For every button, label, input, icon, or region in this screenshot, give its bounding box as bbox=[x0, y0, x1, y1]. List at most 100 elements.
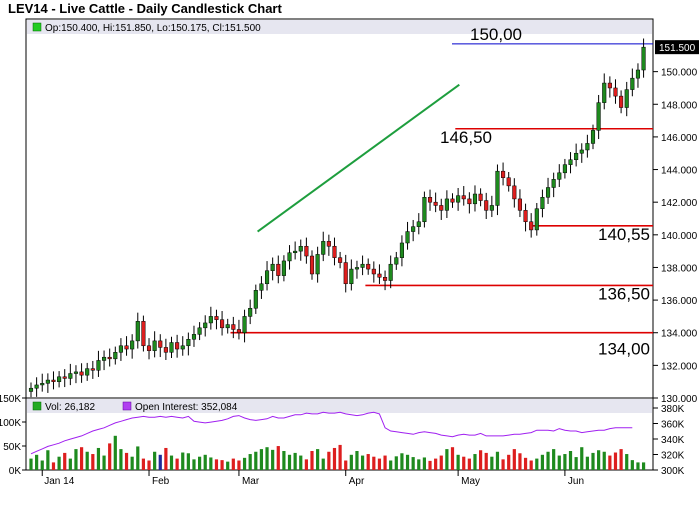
candle-body bbox=[450, 198, 455, 203]
open-interest-legend-icon bbox=[122, 401, 132, 411]
volume-bar bbox=[473, 454, 477, 470]
candle-body bbox=[343, 262, 348, 285]
candle-body bbox=[186, 339, 191, 347]
volume-bar bbox=[102, 455, 106, 470]
volume-bar bbox=[574, 457, 578, 470]
volume-bar bbox=[439, 455, 443, 470]
candle-body bbox=[461, 195, 466, 200]
date-tick-label: Jan 14 bbox=[44, 476, 74, 487]
price-tick-label: 150.000 bbox=[661, 68, 698, 79]
candle-body bbox=[444, 198, 449, 211]
volume-bar bbox=[518, 453, 522, 470]
candle-body bbox=[529, 221, 534, 231]
candle-body bbox=[79, 371, 84, 376]
volume-bar bbox=[63, 452, 67, 470]
volume-bar bbox=[231, 458, 235, 470]
candle-body bbox=[495, 170, 500, 206]
candle-body bbox=[321, 241, 326, 255]
candle-body bbox=[146, 345, 152, 351]
candle-body bbox=[248, 308, 253, 317]
price-tick-label: 146.000 bbox=[661, 133, 698, 144]
volume-bar bbox=[445, 449, 449, 470]
volume-bar bbox=[540, 454, 545, 470]
candle-body bbox=[253, 290, 258, 309]
price-panel bbox=[25, 18, 654, 399]
candle-body bbox=[545, 187, 551, 198]
candle-body bbox=[34, 384, 39, 389]
volume-bar bbox=[108, 443, 112, 470]
candle-body bbox=[264, 270, 270, 285]
level-label: 136,50 bbox=[598, 284, 650, 303]
volume-bar bbox=[602, 451, 606, 470]
volume-bar bbox=[512, 449, 516, 470]
volume-bar bbox=[40, 460, 44, 470]
candle-body bbox=[354, 267, 360, 270]
volume-bar bbox=[158, 454, 162, 470]
volume-bar bbox=[46, 450, 50, 470]
volume-bar bbox=[428, 460, 432, 470]
volume-bar bbox=[462, 456, 466, 470]
candle-body bbox=[175, 342, 180, 350]
candle-body bbox=[220, 319, 225, 329]
volume-bar bbox=[484, 452, 488, 470]
candle-body bbox=[51, 379, 56, 382]
volume-bar bbox=[349, 454, 353, 470]
volume-bar bbox=[29, 458, 33, 470]
candle-body bbox=[394, 257, 399, 265]
candle-body bbox=[332, 245, 337, 258]
candle-body bbox=[540, 197, 545, 209]
volume-bar bbox=[186, 453, 190, 470]
last-price-tag bbox=[655, 40, 699, 55]
level-label: 150,00 bbox=[470, 25, 522, 44]
volume-bar bbox=[585, 456, 589, 470]
volume-bar bbox=[287, 454, 292, 470]
candle-body bbox=[73, 371, 79, 374]
candle-body bbox=[236, 329, 241, 333]
date-tick-label: Mar bbox=[242, 476, 260, 487]
candle-body bbox=[85, 368, 90, 376]
volume-label: Vol: 26,182 bbox=[45, 402, 95, 413]
open-interest-line bbox=[30, 411, 633, 455]
volume-bar bbox=[630, 460, 634, 470]
candle-body bbox=[225, 324, 230, 329]
candle-body bbox=[287, 252, 292, 262]
volume-bar bbox=[164, 447, 168, 470]
volume-bar bbox=[360, 455, 365, 470]
candle-body bbox=[534, 208, 539, 231]
candle-body bbox=[568, 159, 573, 165]
volume-bar bbox=[366, 454, 370, 470]
level-label: 134,00 bbox=[598, 340, 650, 359]
candle-body bbox=[517, 198, 522, 211]
volume-tick-label: 150K bbox=[0, 394, 21, 405]
volume-bar bbox=[141, 458, 145, 470]
volume-bar bbox=[377, 458, 382, 470]
trendline bbox=[257, 83, 460, 233]
level-label: 146,50 bbox=[440, 128, 492, 147]
last-price-tag-label: 151.500 bbox=[659, 43, 696, 54]
volume-bar bbox=[68, 458, 72, 470]
volume-bar bbox=[316, 449, 320, 470]
volume-bar bbox=[507, 454, 511, 470]
open-interest-line-path bbox=[30, 411, 633, 455]
candle-body bbox=[28, 387, 34, 392]
candle-body bbox=[478, 193, 483, 201]
candle-body bbox=[326, 241, 331, 247]
candle-body bbox=[377, 273, 382, 278]
candle-body bbox=[427, 197, 433, 203]
trendline-group bbox=[257, 83, 460, 233]
volume-bar bbox=[35, 454, 39, 470]
volume-bar bbox=[546, 451, 550, 470]
volume-bar bbox=[434, 458, 438, 470]
volume-tick-label: 0K bbox=[9, 466, 22, 477]
candle-body bbox=[405, 231, 410, 244]
open-interest-axis: 300K 320K 340K 360K 380K bbox=[653, 404, 685, 477]
volume-bar bbox=[321, 458, 325, 470]
price-tick-label: 138.000 bbox=[661, 263, 698, 274]
volume-bar bbox=[124, 452, 129, 470]
candle-body bbox=[231, 324, 236, 330]
candle-body bbox=[388, 263, 393, 281]
volume-bar bbox=[490, 456, 494, 470]
candle-body bbox=[141, 321, 146, 347]
level-label: 140,55 bbox=[598, 225, 650, 244]
candle-body bbox=[579, 149, 584, 154]
